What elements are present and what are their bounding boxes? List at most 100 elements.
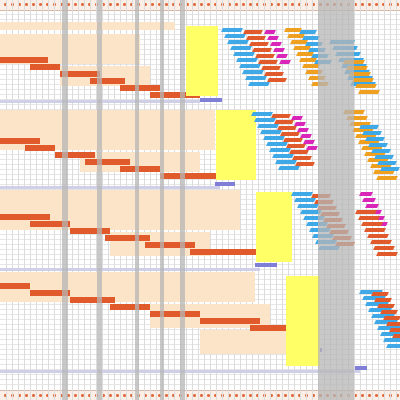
milestone-marker (215, 182, 235, 186)
timeline-tick-icon (249, 3, 252, 6)
task-bar (145, 242, 195, 248)
row-divider (0, 189, 400, 190)
timeline-tick-icon (32, 3, 35, 6)
row-divider (0, 264, 400, 265)
timeline-tick-icon (354, 3, 357, 6)
timeline-tick-icon (123, 3, 126, 6)
task-bar (110, 304, 150, 310)
milestone-marker (255, 263, 277, 267)
day-divider (384, 0, 385, 400)
task-bar (160, 173, 220, 179)
timeline-tick-icon (158, 394, 161, 397)
timeline-tick-icon (368, 394, 371, 397)
row-divider (0, 24, 400, 25)
task-bar (30, 221, 70, 227)
timeline-tick-icon (144, 394, 147, 397)
timeline-tick-icon (396, 394, 399, 397)
timeline-tick-icon (186, 394, 189, 397)
timeline-tick-icon (32, 394, 35, 397)
timeline-tick-icon (186, 3, 189, 6)
timeline-tick-icon (291, 394, 294, 397)
planned-band (80, 152, 200, 172)
timeline-tick-icon (291, 3, 294, 6)
timeline-tick-icon (200, 394, 203, 397)
highlight-block (216, 110, 256, 180)
timeline-tick-icon (25, 3, 28, 6)
task-bar (0, 283, 30, 289)
row-divider (0, 374, 400, 375)
timeline-tick-icon (151, 394, 154, 397)
planned-band (200, 330, 290, 354)
timeline-tick-icon (375, 3, 378, 6)
timeline-tick-icon (207, 394, 210, 397)
timeline-tick-icon (249, 394, 252, 397)
task-bar (0, 214, 50, 220)
task-bar (150, 311, 200, 317)
row-divider (0, 354, 400, 355)
timeline-tick-icon (368, 3, 371, 6)
timeline-tick-icon (256, 394, 259, 397)
timeline-tick-icon (109, 3, 112, 6)
timeline-tick-icon (4, 394, 7, 397)
timeline-tick-icon (298, 3, 301, 6)
timeline-tick-icon (361, 394, 364, 397)
timeline-tick-icon (172, 394, 175, 397)
timeline-tick-icon (382, 3, 385, 6)
task-bar (60, 71, 100, 77)
timeline-tick-icon (284, 394, 287, 397)
timeline-tick-icon (235, 3, 238, 6)
gray-column (160, 0, 164, 400)
timeline-tick-icon (242, 3, 245, 6)
timeline-tick-icon (46, 3, 49, 6)
task-bar (150, 92, 200, 98)
timeline-tick-icon (74, 3, 77, 6)
timeline-tick-icon (375, 394, 378, 397)
timeline-tick-icon (277, 3, 280, 6)
row-divider (0, 14, 400, 15)
timeline-tick-icon (396, 3, 399, 6)
timeline-tick-icon (200, 3, 203, 6)
row-divider (0, 329, 400, 330)
timeline-tick-icon (158, 3, 161, 6)
row-divider (0, 379, 400, 380)
timeline-tick-icon (235, 394, 238, 397)
timeline-tick-icon (46, 394, 49, 397)
milestone-marker (200, 98, 222, 102)
task-bar (200, 318, 260, 324)
task-bar (105, 235, 150, 241)
row-divider (0, 259, 400, 260)
timeline-tick-icon (25, 394, 28, 397)
day-divider (354, 0, 355, 400)
timeline-tick-icon (88, 3, 91, 6)
summary-band (0, 268, 260, 271)
task-bar (55, 152, 95, 158)
day-divider (252, 0, 253, 400)
timeline-tick-icon (18, 3, 21, 6)
timeline-tick-icon (382, 394, 385, 397)
timeline-tick-icon (298, 394, 301, 397)
task-bar (85, 159, 130, 165)
row-divider (0, 19, 400, 20)
timeline-tick-icon (81, 3, 84, 6)
timeline-tick-icon (361, 3, 364, 6)
timeline-tick-icon (193, 394, 196, 397)
milestone-marker (355, 366, 367, 370)
summary-band (0, 186, 220, 189)
task-bar (70, 228, 110, 234)
row-divider (0, 369, 400, 370)
row-divider (0, 109, 400, 110)
row-divider (0, 159, 400, 160)
highlight-block (256, 192, 292, 262)
task-bar (120, 166, 160, 172)
timeline-tick-icon (144, 3, 147, 6)
row-divider (0, 384, 400, 385)
timeline-tick-icon (67, 394, 70, 397)
day-divider (396, 0, 397, 400)
timeline-tick-icon (270, 394, 273, 397)
row-divider (0, 359, 400, 360)
timeline-tick-icon (312, 394, 315, 397)
timeline-tick-icon (130, 394, 133, 397)
timeline-tick-icon (193, 3, 196, 6)
